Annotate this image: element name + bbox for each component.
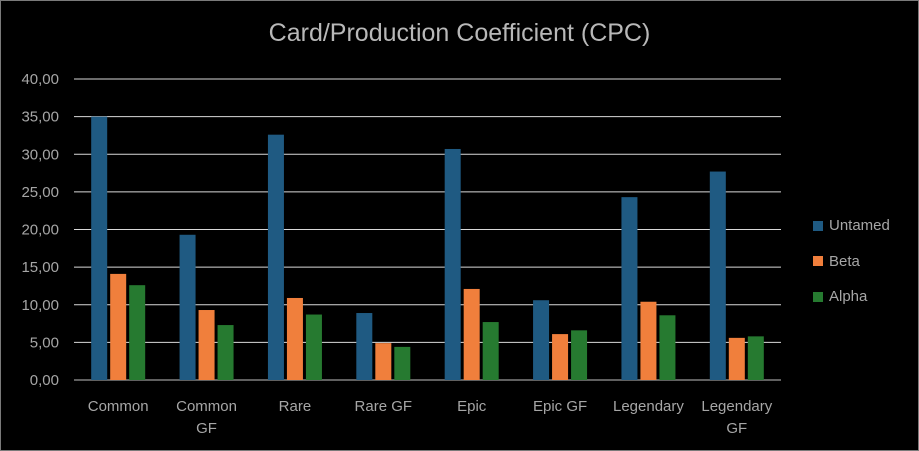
legend-label: Beta — [829, 252, 860, 270]
bar-alpha — [305, 314, 322, 380]
bar-alpha — [217, 325, 234, 380]
bar-beta — [198, 310, 215, 380]
bar-untamed — [179, 234, 196, 380]
legend-label: Untamed — [829, 217, 890, 235]
bar-beta — [286, 297, 303, 380]
bar-untamed — [444, 148, 461, 380]
x-tick-label: Common — [176, 398, 237, 415]
x-tick-label: Rare — [279, 398, 312, 415]
x-tick-label: Rare GF — [355, 398, 413, 415]
bar-beta — [728, 337, 745, 380]
y-tick-label: 20,00 — [21, 222, 59, 239]
y-tick-label: 40,00 — [21, 71, 59, 88]
bar-untamed — [533, 300, 550, 380]
bar-untamed — [356, 313, 373, 380]
bar-beta — [463, 288, 480, 380]
chart-title: Card/Production Coefficient (CPC) — [268, 19, 651, 47]
x-tick-label: Legendary — [701, 398, 772, 415]
bar-alpha — [659, 315, 676, 380]
chart-legend: Untamed Beta Alpha — [813, 208, 890, 315]
y-tick-label: 0,00 — [30, 372, 59, 389]
bar-beta — [110, 273, 127, 380]
bar-beta — [375, 343, 392, 380]
bar-alpha — [482, 322, 499, 380]
bar-untamed — [267, 134, 284, 380]
legend-swatch — [813, 256, 823, 267]
x-tick-label: Legendary — [613, 398, 684, 415]
y-tick-label: 35,00 — [21, 109, 59, 126]
legend-item: Untamed — [813, 208, 890, 244]
legend-item: Alpha — [813, 279, 890, 315]
y-tick-label: 10,00 — [21, 297, 59, 314]
x-tick-label: GF — [726, 420, 747, 437]
bar-untamed — [91, 116, 108, 380]
y-tick-label: 15,00 — [21, 259, 59, 276]
x-tick-label: Epic GF — [533, 398, 587, 415]
x-tick-label: GF — [196, 420, 217, 437]
bar-beta — [640, 301, 657, 380]
y-tick-label: 5,00 — [30, 334, 59, 351]
bar-alpha — [394, 346, 411, 380]
legend-swatch — [813, 291, 823, 302]
bar-alpha — [571, 330, 588, 380]
legend-item: Beta — [813, 244, 890, 280]
legend-label: Alpha — [829, 288, 868, 306]
x-tick-label: Common — [88, 398, 149, 415]
bar-untamed — [621, 197, 638, 380]
bar-alpha — [747, 336, 764, 380]
y-tick-label: 25,00 — [21, 184, 59, 201]
x-tick-label: Epic — [457, 398, 487, 415]
y-tick-label: 30,00 — [21, 146, 59, 163]
legend-swatch — [813, 220, 823, 231]
bar-alpha — [129, 285, 146, 380]
bar-beta — [552, 334, 569, 380]
bar-untamed — [709, 171, 726, 380]
